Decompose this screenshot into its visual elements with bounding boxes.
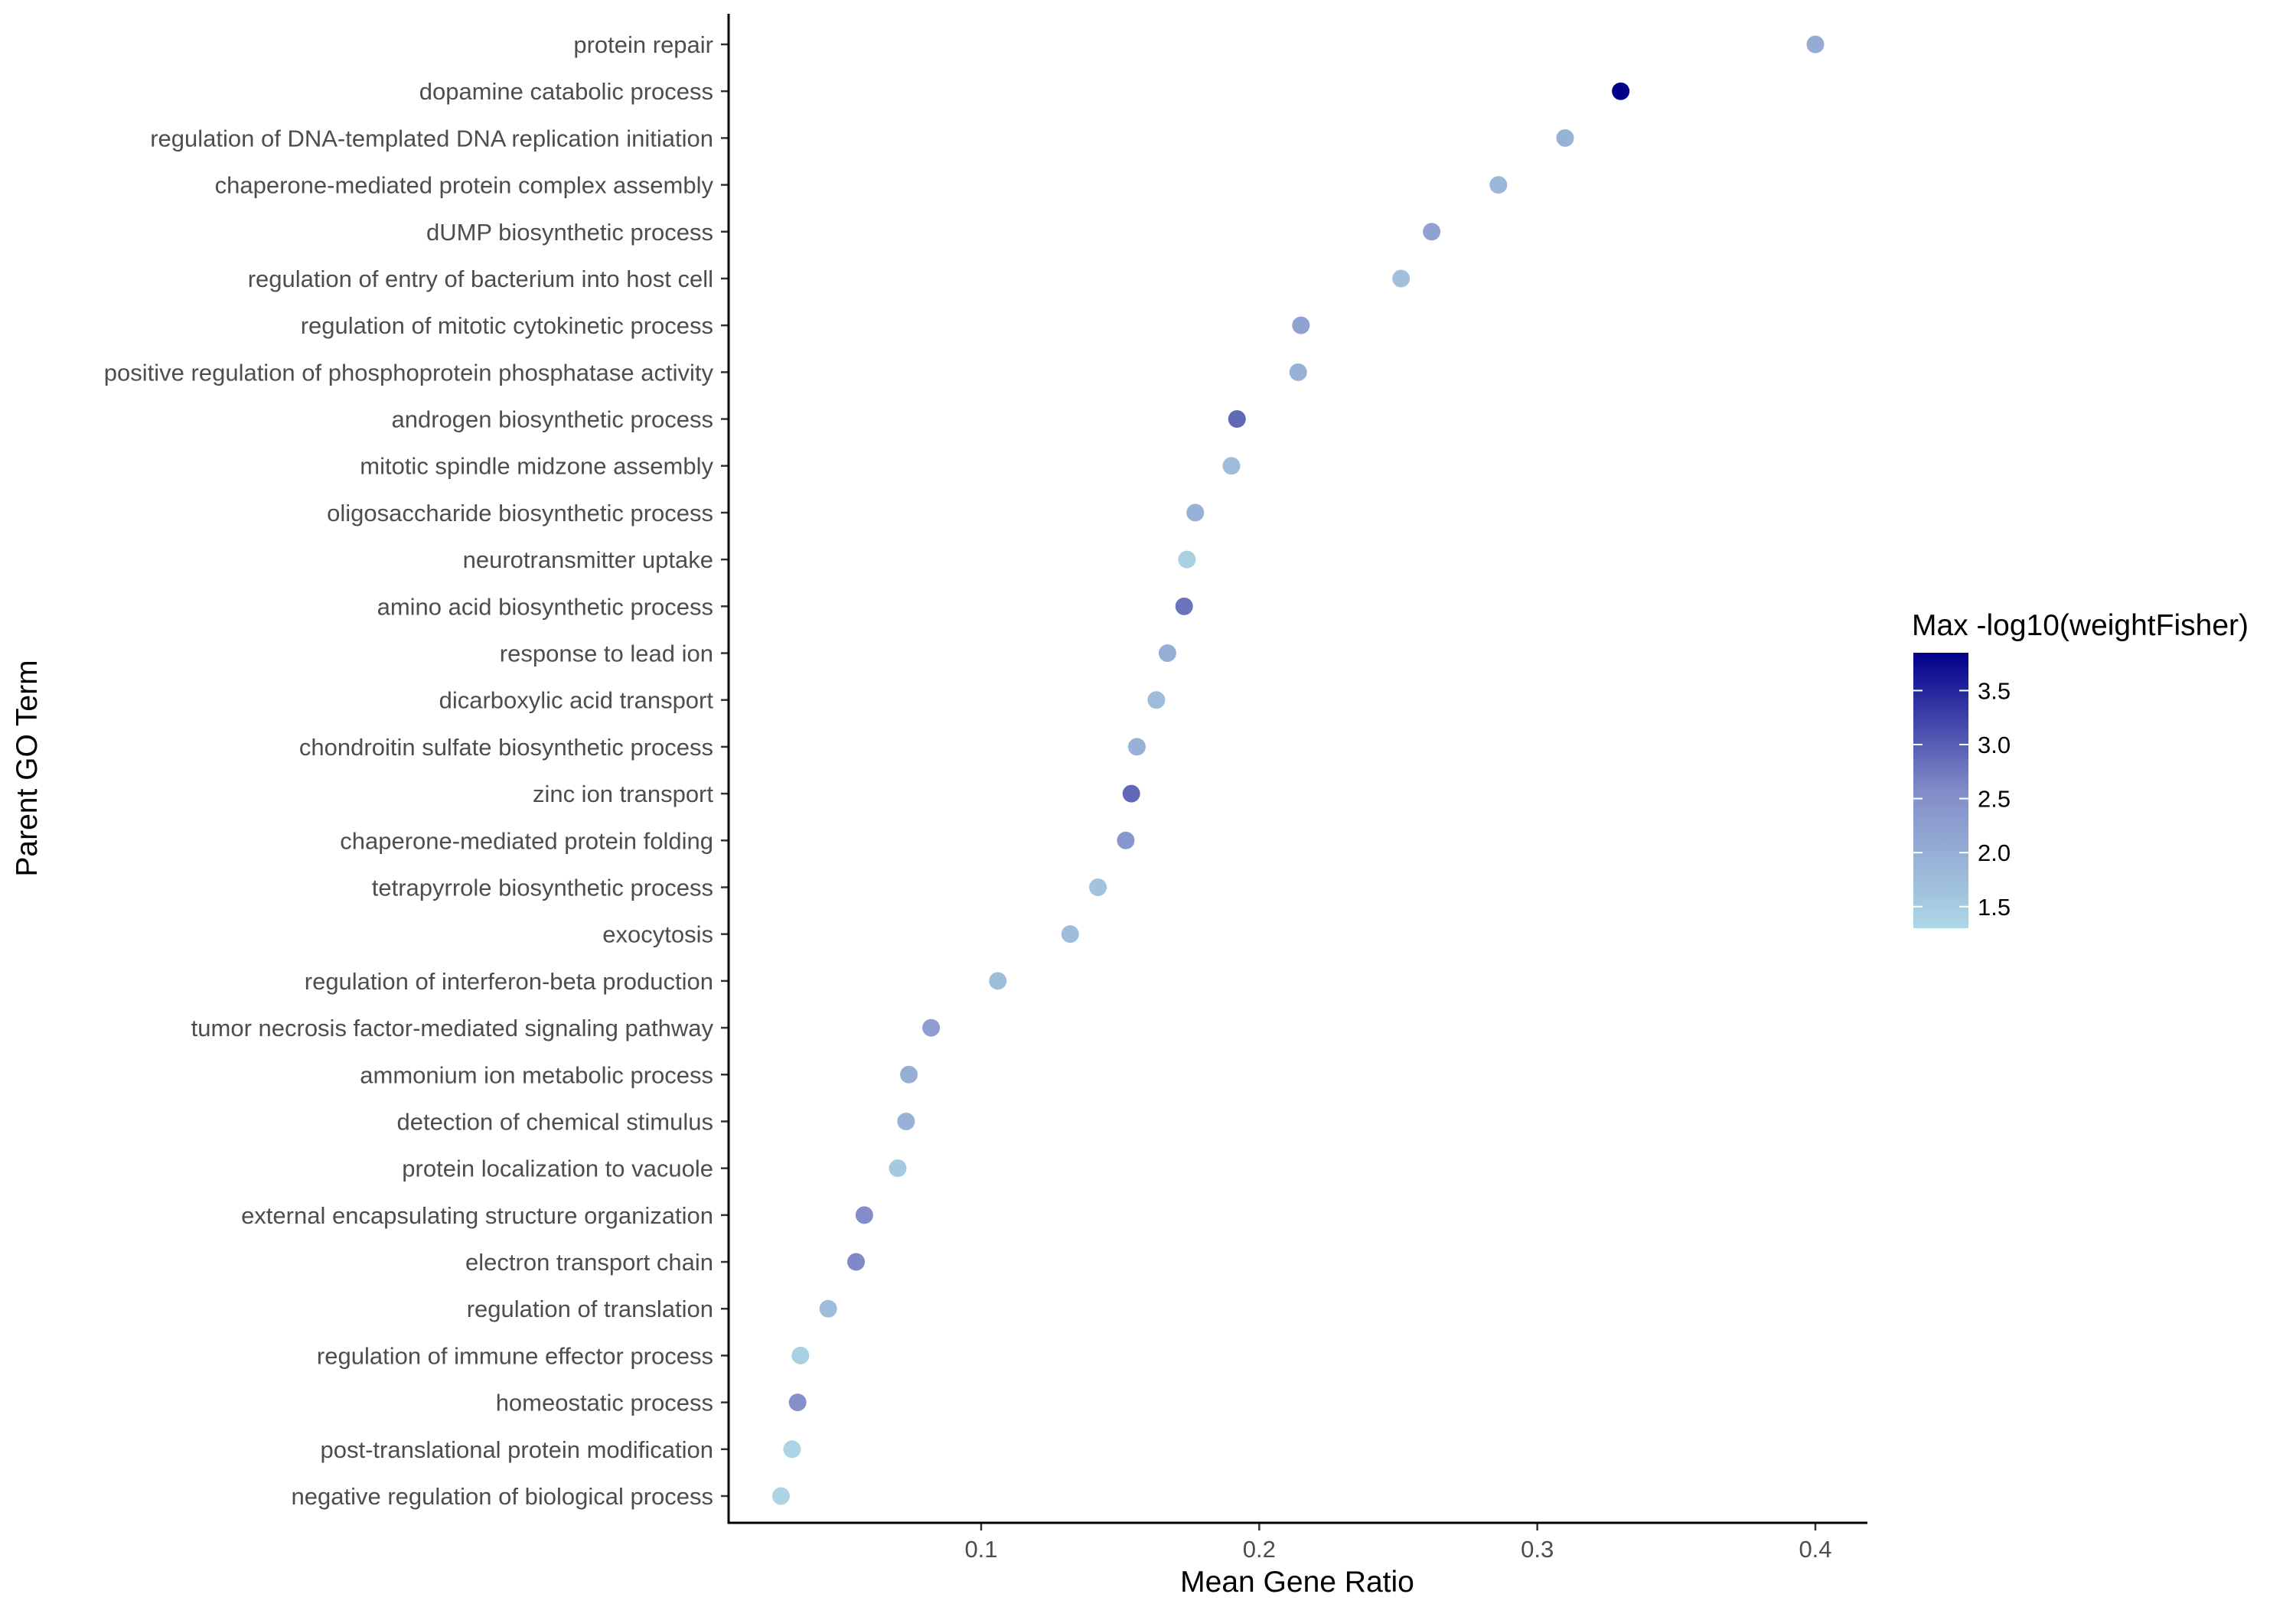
y-tick-label: protein repair [573, 31, 713, 58]
data-point [889, 1159, 907, 1178]
y-tick-label: neurotransmitter uptake [463, 546, 713, 573]
y-tick-label: dUMP biosynthetic process [426, 219, 713, 246]
data-point [1392, 269, 1411, 288]
data-point [989, 972, 1007, 990]
data-point [855, 1206, 873, 1224]
data-point [1289, 363, 1307, 381]
data-point [1175, 597, 1193, 615]
y-tick-label: chondroitin sulfate biosynthetic process [299, 734, 713, 761]
data-point [1292, 316, 1310, 334]
data-point [1122, 784, 1140, 803]
data-point [791, 1346, 810, 1364]
data-points [771, 35, 1825, 1505]
y-tick-label: homeostatic process [496, 1390, 713, 1416]
y-tick-label: tetrapyrrole biosynthetic process [372, 874, 713, 901]
legend-color-bar [1913, 653, 1968, 928]
y-tick-label: chaperone-mediated protein complex assem… [215, 172, 714, 199]
legend-tick-label: 2.0 [1978, 839, 2011, 866]
legend-tick-label: 3.5 [1978, 677, 2011, 704]
y-tick-label: regulation of interferon-beta production [305, 968, 713, 995]
y-tick-labels: protein repair dopamine catabolic process… [104, 31, 714, 1510]
data-point [1147, 691, 1166, 709]
y-tick-label: detection of chemical stimulus [396, 1108, 713, 1135]
y-tick-label: dicarboxylic acid transport [439, 687, 714, 714]
data-point [771, 1487, 790, 1505]
legend-tick-label: 3.0 [1978, 732, 2011, 758]
x-axis-title: Mean Gene Ratio [1180, 1566, 1414, 1599]
data-point [1117, 831, 1135, 849]
data-point [1222, 457, 1241, 475]
legend-ticks: 1.5 2.0 2.5 3.0 3.5 [1913, 677, 2011, 921]
data-point [788, 1393, 807, 1412]
data-point [1127, 738, 1146, 756]
data-point [1489, 176, 1508, 194]
data-point [900, 1065, 918, 1084]
legend-tick-label: 2.5 [1978, 786, 2011, 813]
y-tick-label: protein localization to vacuole [402, 1156, 713, 1182]
x-tick-label: 0.4 [1799, 1536, 1831, 1563]
x-axis-ticks: 0.1 0.2 0.3 0.4 [964, 1523, 1832, 1563]
y-tick-label: regulation of entry of bacterium into ho… [248, 266, 713, 292]
legend-title: Max -log10(weightFisher) [1912, 609, 2249, 642]
y-tick-label: positive regulation of phosphoprotein ph… [104, 359, 714, 386]
y-tick-label: response to lead ion [500, 641, 713, 667]
data-point [847, 1253, 865, 1271]
data-point [1228, 410, 1246, 429]
y-tick-label: amino acid biosynthetic process [377, 593, 713, 620]
y-tick-label: regulation of immune effector process [317, 1342, 713, 1369]
y-tick-label: post-translational protein modification [321, 1436, 714, 1463]
y-tick-label: zinc ion transport [533, 781, 713, 807]
data-point [1178, 550, 1196, 569]
data-point [1061, 925, 1079, 944]
x-tick-label: 0.1 [964, 1536, 997, 1563]
data-point [1186, 504, 1205, 522]
y-tick-label: electron transport chain [465, 1249, 713, 1276]
y-tick-label: dopamine catabolic process [419, 78, 713, 105]
y-tick-label: androgen biosynthetic process [392, 406, 713, 433]
data-point [1089, 878, 1107, 896]
y-tick-label: negative regulation of biological proces… [292, 1483, 713, 1510]
y-tick-label: ammonium ion metabolic process [360, 1061, 713, 1088]
color-legend: Max -log10(weightFisher) 1.5 2.0 2.5 3.0 3.5 [1912, 609, 2249, 928]
x-tick-label: 0.2 [1243, 1536, 1276, 1563]
data-point [819, 1299, 837, 1318]
y-tick-label: regulation of translation [467, 1296, 713, 1322]
data-point [783, 1440, 801, 1459]
data-point [922, 1019, 941, 1037]
legend-tick-label: 1.5 [1978, 894, 2011, 921]
y-tick-label: exocytosis [602, 921, 713, 948]
y-axis-title: Parent GO Term [11, 660, 44, 876]
data-point [1612, 82, 1630, 100]
y-tick-label: tumor necrosis factor-mediated signaling… [191, 1015, 714, 1041]
y-tick-label: regulation of DNA-templated DNA replicat… [150, 125, 713, 152]
y-tick-label: chaperone-mediated protein folding [340, 827, 713, 854]
y-axis-ticks [721, 43, 729, 1498]
y-tick-label: regulation of mitotic cytokinetic proces… [301, 312, 713, 339]
data-point [897, 1112, 915, 1130]
data-point [1423, 223, 1441, 241]
data-point [1806, 35, 1825, 54]
x-tick-label: 0.3 [1521, 1536, 1554, 1563]
data-point [1158, 644, 1176, 663]
y-tick-label: mitotic spindle midzone assembly [360, 453, 713, 480]
y-tick-label: oligosaccharide biosynthetic process [327, 500, 713, 526]
y-tick-label: external encapsulating structure organiz… [241, 1202, 713, 1229]
data-point [1556, 129, 1574, 147]
